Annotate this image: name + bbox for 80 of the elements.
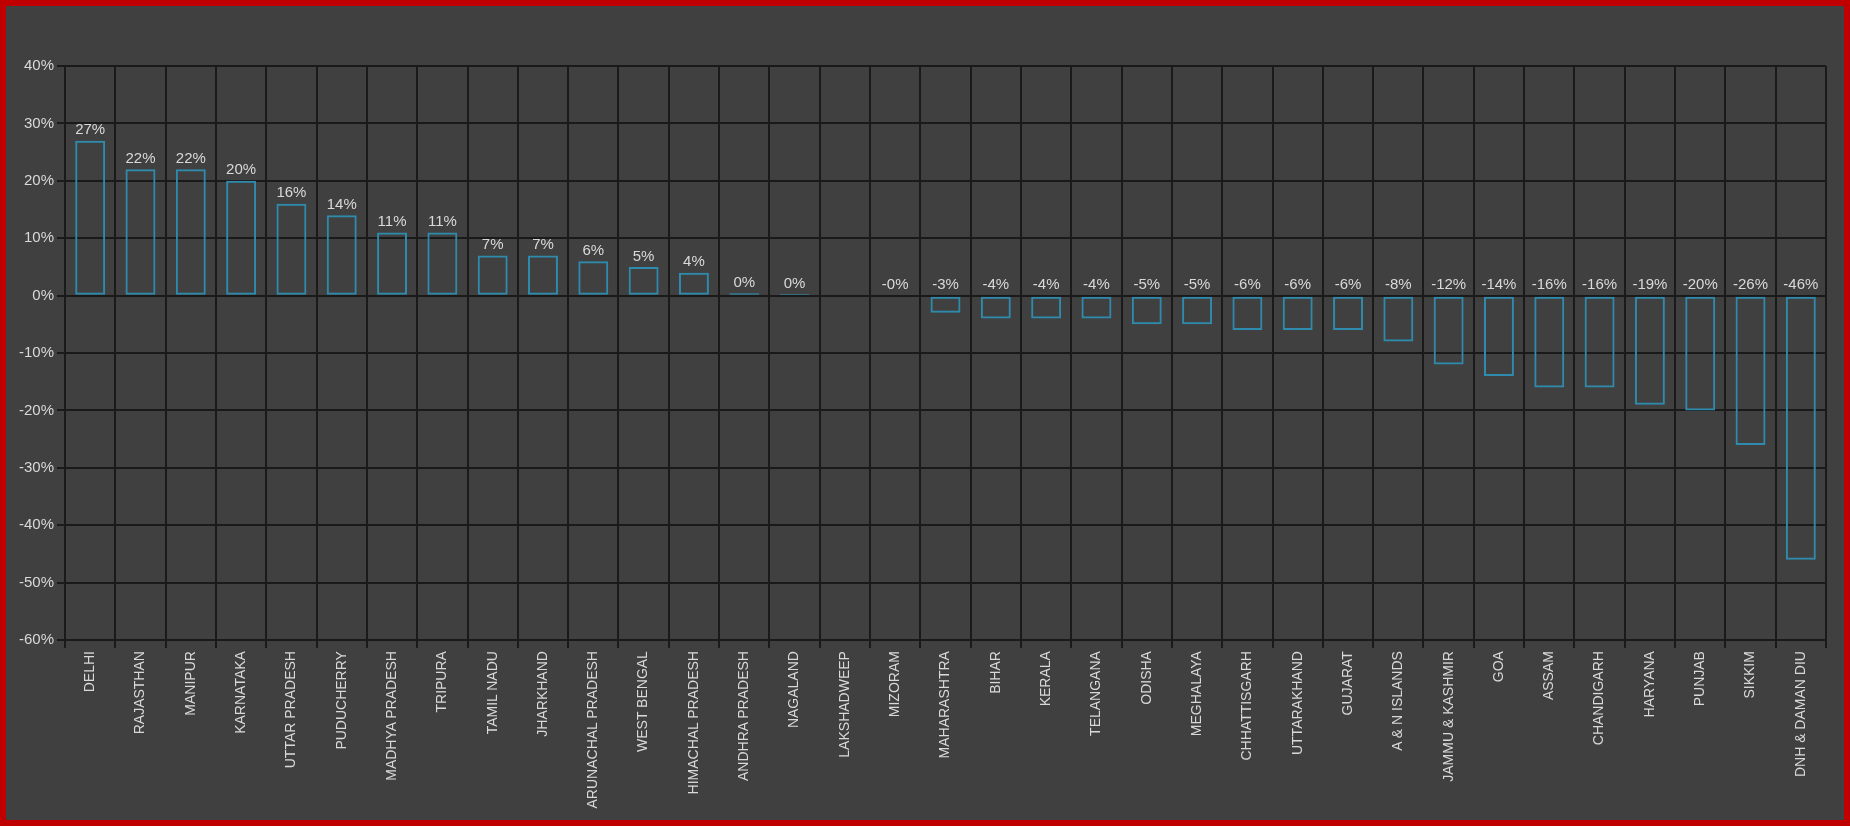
data-label: -6% [1334, 275, 1362, 293]
data-label: 5% [632, 246, 655, 264]
x-tick-label: MADHYA PRADESH [382, 651, 399, 781]
x-tick-label: JHARKHAND [533, 651, 550, 737]
x-tick-label: TELANGANA [1087, 650, 1104, 736]
y-tick-label: -20% [18, 400, 55, 418]
x-tick-label: HIMACHAL PRADESH [684, 651, 701, 795]
x-tick-label: MEGHALAYA [1187, 650, 1204, 737]
data-label: -16% [1531, 275, 1567, 293]
x-tick-label: GUJARAT [1338, 650, 1355, 716]
data-label: 22% [175, 148, 206, 166]
y-tick-label: 20% [23, 170, 55, 188]
x-tick-label: TAMIL NADU [483, 651, 500, 735]
x-tick-label: MIZORAM [886, 651, 903, 718]
data-label: 7% [481, 235, 504, 253]
data-label: -16% [1582, 275, 1618, 293]
x-tick-label: ASSAM [1540, 651, 1557, 701]
data-label: -4% [1032, 275, 1060, 293]
data-label: -3% [932, 275, 959, 293]
x-tick-label: MAHARASHTRA [936, 650, 953, 759]
data-label: 14% [326, 194, 357, 212]
x-tick-label: UTTARAKHAND [1288, 651, 1305, 756]
data-label: -0% [881, 275, 909, 293]
y-tick-label: 10% [23, 228, 55, 246]
x-tick-label: PUNJAB [1691, 651, 1708, 707]
x-tick-label: WEST BENGAL [634, 650, 651, 752]
y-tick-label: -50% [18, 572, 55, 590]
data-label: -4% [982, 275, 1010, 293]
data-label: 6% [582, 240, 605, 258]
data-label: -5% [1133, 275, 1161, 293]
x-tick-label: CHANDIGARH [1590, 651, 1607, 746]
x-tick-label: NAGALAND [785, 651, 802, 729]
x-tick-label: GOA [1489, 650, 1506, 683]
x-tick-label: PUDUCHERRY [332, 650, 349, 750]
data-label: -12% [1431, 275, 1467, 293]
data-label: 0% [783, 273, 806, 291]
data-label: -20% [1682, 275, 1718, 293]
data-label: 27% [75, 120, 106, 138]
x-tick-label: TRIPURA [433, 650, 450, 713]
data-label: 16% [276, 183, 307, 201]
y-tick-label: 40% [23, 56, 55, 74]
data-label: -14% [1481, 275, 1517, 293]
data-label: 7% [532, 235, 554, 253]
data-label: -19% [1632, 275, 1668, 293]
data-label: -26% [1733, 275, 1769, 293]
x-tick-label: ODISHA [1137, 650, 1154, 705]
x-tick-label: ANDHRA PRADESH [735, 651, 752, 781]
x-tick-label: MANIPUR [181, 651, 198, 716]
data-label: 22% [125, 148, 156, 166]
y-tick-label: -40% [18, 515, 55, 533]
data-label: -5% [1183, 275, 1211, 293]
x-tick-label: HARYANA [1640, 650, 1657, 718]
x-tick-label: DELHI [81, 651, 98, 693]
data-label: -4% [1083, 275, 1110, 293]
data-label: 0% [733, 272, 756, 290]
data-label: -6% [1234, 275, 1261, 293]
data-label: -6% [1284, 275, 1312, 293]
y-tick-label: -30% [18, 457, 55, 475]
x-tick-label: RAJASTHAN [131, 651, 148, 735]
data-label: 4% [683, 252, 705, 270]
x-tick-label: KERALA [1037, 650, 1053, 707]
data-label: -46% [1783, 275, 1819, 293]
x-tick-label: UTTAR PRADESH [282, 651, 299, 769]
x-tick-label: JAMMU & KASHMIR [1439, 651, 1456, 782]
data-label: 20% [226, 160, 257, 178]
data-label: -8% [1384, 275, 1412, 293]
y-tick-label: -60% [18, 630, 55, 648]
x-tick-label: LAKSHADWEEP [835, 651, 852, 758]
y-tick-label: -10% [18, 343, 55, 361]
x-tick-label: CHHATTISGARH [1238, 651, 1255, 761]
data-label: 11% [427, 212, 457, 230]
x-tick-label: BIHAR [986, 651, 1003, 694]
y-tick-label: 0% [32, 285, 55, 303]
y-tick-label: 30% [23, 113, 55, 131]
data-label: 11% [377, 212, 407, 230]
x-tick-label: A & N ISLANDS [1389, 651, 1406, 751]
x-tick-label: ARUNACHAL PRADESH [584, 651, 601, 809]
x-tick-label: SIKKIM [1741, 651, 1758, 699]
x-tick-label: KARNATAKA [231, 650, 248, 734]
x-tick-label: DNH & DAMAN DIU [1791, 651, 1808, 778]
